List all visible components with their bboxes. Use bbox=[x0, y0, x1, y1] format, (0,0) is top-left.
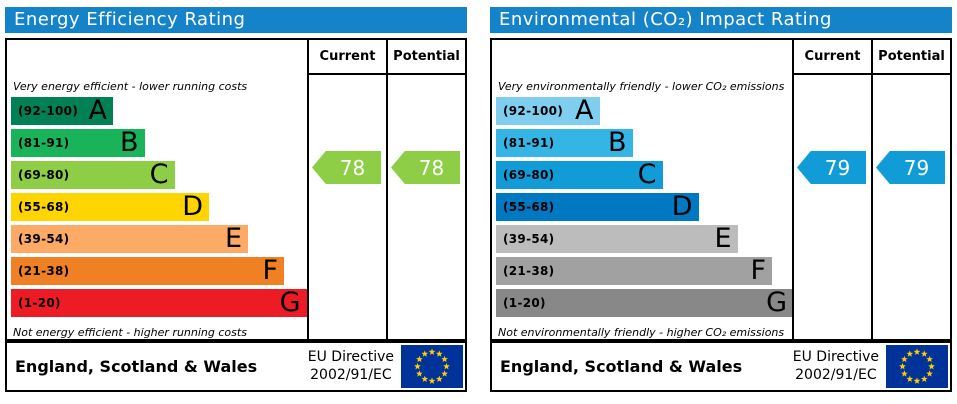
band-range: (81-91) bbox=[18, 136, 70, 150]
potential-rating-arrow: 78 bbox=[391, 151, 460, 184]
band-row-d: (55-68) D bbox=[496, 193, 699, 221]
eu-directive-label: EU Directive 2002/91/EC bbox=[308, 349, 394, 384]
band-letter: A bbox=[575, 95, 594, 126]
environmental-table-body: Very environmentally friendly - lower CO… bbox=[492, 75, 950, 342]
current-rating-cell: 78 bbox=[307, 75, 386, 342]
band-letter: D bbox=[182, 191, 203, 222]
potential-rating-cell: 78 bbox=[386, 75, 465, 342]
potential-rating-arrow: 79 bbox=[876, 151, 945, 184]
energy-panel-title: Energy Efficiency Rating bbox=[5, 7, 467, 33]
band-row-g: (1-20) G bbox=[496, 289, 792, 317]
band-letter: E bbox=[714, 223, 732, 254]
band-range: (1-20) bbox=[18, 296, 61, 310]
band-range: (81-91) bbox=[503, 136, 555, 150]
energy-footer: England, Scotland & Wales EU Directive 2… bbox=[5, 341, 467, 392]
band-letter: G bbox=[766, 287, 787, 318]
band-row-f: (21-38) F bbox=[11, 257, 284, 285]
potential-column-header: Potential bbox=[871, 40, 950, 75]
band-row-c: (69-80) C bbox=[11, 161, 175, 189]
band-row-d: (55-68) D bbox=[11, 193, 209, 221]
current-rating-arrow: 79 bbox=[797, 151, 866, 184]
band-letter: D bbox=[671, 191, 693, 222]
header-spacer bbox=[492, 40, 792, 75]
current-rating-arrow: 78 bbox=[312, 151, 381, 184]
bottom-note: Not environmentally friendly - higher CO… bbox=[498, 326, 785, 339]
current-column-header: Current bbox=[307, 40, 386, 75]
environmental-table-header-row: Current Potential bbox=[492, 40, 950, 75]
region-label: England, Scotland & Wales bbox=[15, 357, 258, 376]
band-row-e: (39-54) E bbox=[11, 225, 248, 253]
top-note: Very environmentally friendly - lower CO… bbox=[498, 80, 785, 93]
band-row-b: (81-91) B bbox=[11, 129, 145, 157]
band-letter: G bbox=[279, 287, 301, 318]
band-range: (92-100) bbox=[503, 104, 564, 118]
environmental-footer: England, Scotland & Wales EU Directive 2… bbox=[490, 341, 952, 392]
band-letter: F bbox=[750, 255, 766, 286]
band-row-b: (81-91) B bbox=[496, 129, 633, 157]
eu-directive-line1: EU Directive bbox=[307, 349, 394, 365]
band-letter: B bbox=[119, 127, 139, 158]
band-row-g: (1-20) G bbox=[11, 289, 307, 317]
band-range: (1-20) bbox=[503, 296, 546, 310]
energy-rating-table: Current Potential Very energy efficient … bbox=[5, 38, 467, 342]
eu-directive-line2: 2002/91/EC bbox=[795, 366, 877, 383]
band-row-a: (92-100) A bbox=[496, 97, 600, 125]
region-label: England, Scotland & Wales bbox=[500, 357, 743, 376]
band-row-e: (39-54) E bbox=[496, 225, 738, 253]
band-row-c: (69-80) C bbox=[496, 161, 663, 189]
energy-efficiency-panel: Energy Efficiency Rating Current Potenti… bbox=[5, 7, 467, 392]
eu-directive-line1: EU Directive bbox=[792, 349, 879, 365]
environmental-bands: Very environmentally friendly - lower CO… bbox=[492, 75, 792, 342]
energy-table-body: Very energy efficient - lower running co… bbox=[7, 75, 465, 342]
eu-directive-line2: 2002/91/EC bbox=[310, 366, 392, 383]
band-range: (21-38) bbox=[18, 264, 70, 278]
band-range: (55-68) bbox=[18, 200, 70, 214]
environmental-panel-title: Environmental (CO₂) Impact Rating bbox=[490, 7, 952, 33]
epc-ratings: Energy Efficiency Rating Current Potenti… bbox=[5, 7, 952, 392]
eu-directive-label: EU Directive 2002/91/EC bbox=[793, 349, 879, 384]
band-range: (55-68) bbox=[503, 200, 555, 214]
bottom-note: Not energy efficient - higher running co… bbox=[13, 326, 247, 339]
band-letter: C bbox=[149, 159, 169, 190]
top-note: Very energy efficient - lower running co… bbox=[13, 80, 248, 93]
band-range: (21-38) bbox=[503, 264, 555, 278]
eu-flag-icon bbox=[401, 345, 463, 388]
band-letter: C bbox=[637, 159, 657, 190]
band-row-a: (92-100) A bbox=[11, 97, 113, 125]
energy-table-header-row: Current Potential bbox=[7, 40, 465, 75]
band-letter: E bbox=[224, 223, 242, 254]
eu-stars bbox=[414, 348, 450, 384]
potential-column-header: Potential bbox=[386, 40, 465, 75]
band-range: (92-100) bbox=[18, 104, 79, 118]
environmental-impact-panel: Environmental (CO₂) Impact Rating Curren… bbox=[490, 7, 952, 392]
eu-flag-icon bbox=[886, 345, 948, 388]
current-rating-cell: 79 bbox=[792, 75, 871, 342]
band-row-f: (21-38) F bbox=[496, 257, 772, 285]
band-letter: A bbox=[88, 95, 107, 126]
environmental-rating-table: Current Potential Very environmentally f… bbox=[490, 38, 952, 342]
header-spacer bbox=[7, 40, 307, 75]
band-range: (39-54) bbox=[18, 232, 70, 246]
band-range: (69-80) bbox=[18, 168, 70, 182]
band-letter: F bbox=[262, 255, 278, 286]
band-letter: B bbox=[607, 127, 627, 158]
energy-bands: Very energy efficient - lower running co… bbox=[7, 75, 307, 342]
band-range: (39-54) bbox=[503, 232, 555, 246]
potential-rating-cell: 79 bbox=[871, 75, 950, 342]
eu-stars bbox=[899, 348, 935, 384]
current-column-header: Current bbox=[792, 40, 871, 75]
band-range: (69-80) bbox=[503, 168, 555, 182]
